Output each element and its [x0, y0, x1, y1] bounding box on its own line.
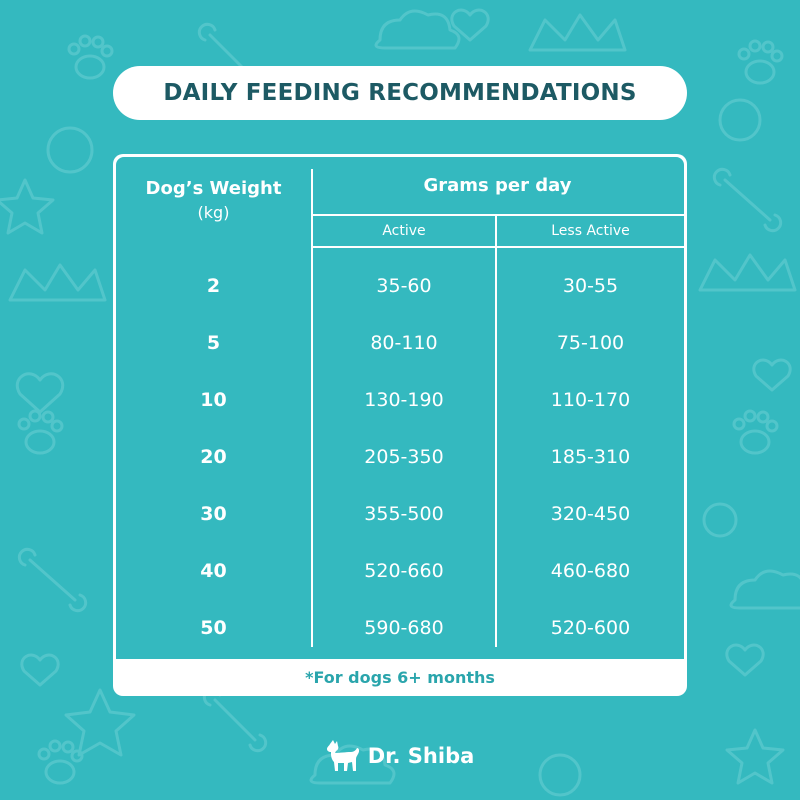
title-banner: DAILY FEEDING RECOMMENDATIONS — [113, 66, 687, 120]
weight-header-label: Dog’s Weight — [145, 178, 282, 199]
table-row: 30 355-500 320-450 — [116, 485, 684, 542]
paw-icon — [37, 739, 84, 785]
less-active-grams-cell: 520-600 — [550, 616, 631, 639]
table-row: 40 520-660 460-680 — [116, 542, 684, 599]
paw-icon — [732, 409, 779, 455]
crown-icon — [698, 253, 797, 292]
table-row: 20 205-350 185-310 — [116, 428, 684, 485]
dog-silhouette-icon — [326, 740, 359, 771]
active-grams-cell: 80-110 — [370, 331, 438, 354]
active-column-header: Active — [382, 223, 426, 239]
active-grams-cell: 520-660 — [364, 559, 444, 582]
weight-cell: 10 — [200, 388, 227, 411]
cloud-icon — [729, 569, 800, 610]
brand-name: Dr. Shiba — [367, 744, 475, 768]
paw-icon — [737, 39, 784, 85]
crown-icon — [528, 13, 627, 52]
bone-icon — [17, 547, 88, 613]
ball-icon — [538, 753, 582, 797]
table-rows: 2 35-60 30-55 5 80-110 75-100 10 130-190… — [116, 257, 684, 656]
less-active-grams-cell: 110-170 — [550, 388, 631, 411]
heart-icon — [16, 372, 64, 414]
star-icon — [0, 178, 55, 235]
active-grams-cell: 355-500 — [364, 502, 444, 525]
page-title: DAILY FEEDING RECOMMENDATIONS — [163, 80, 637, 106]
table-row: 50 590-680 520-600 — [116, 599, 684, 656]
subheader-divider — [311, 214, 684, 216]
star-icon — [725, 728, 785, 785]
header-divider — [311, 246, 684, 248]
active-grams-cell: 205-350 — [364, 445, 444, 468]
heart-icon — [450, 8, 490, 42]
weight-cell: 30 — [200, 502, 227, 525]
less-active-grams-cell: 320-450 — [550, 502, 631, 525]
star-icon — [64, 688, 136, 757]
footnote: *For dogs 6+ months — [305, 668, 495, 687]
brand-logo: Dr. Shiba — [0, 738, 800, 774]
table-body: Dog’s Weight (kg) Grams per day Active L… — [116, 157, 684, 659]
less-active-grams-cell: 460-680 — [550, 559, 631, 582]
bone-icon — [712, 167, 783, 233]
less-active-grams-cell: 75-100 — [556, 331, 625, 354]
ball-icon — [718, 98, 762, 142]
weight-header-unit: (kg) — [197, 203, 230, 222]
paw-icon — [17, 409, 64, 455]
less-active-grams-cell: 30-55 — [562, 274, 619, 297]
crown-icon — [8, 263, 107, 302]
cloud-icon — [374, 9, 461, 50]
less-active-grams-cell: 185-310 — [550, 445, 631, 468]
weight-cell: 2 — [206, 274, 221, 297]
ball-icon — [46, 126, 94, 174]
heart-icon — [725, 643, 765, 677]
column-divider — [311, 169, 313, 647]
weight-header: Dog’s Weight (kg) — [116, 177, 311, 225]
heart-icon — [20, 653, 60, 687]
table-row: 2 35-60 30-55 — [116, 257, 684, 314]
active-grams-cell: 35-60 — [376, 274, 432, 297]
active-grams-cell: 130-190 — [364, 388, 444, 411]
table-row: 10 130-190 110-170 — [116, 371, 684, 428]
less-active-column-header: Less Active — [551, 223, 630, 239]
paw-icon — [67, 34, 114, 80]
active-grams-cell: 590-680 — [364, 616, 444, 639]
heart-icon — [752, 358, 792, 392]
grams-header: Grams per day — [423, 175, 572, 196]
feeding-table: Dog’s Weight (kg) Grams per day Active L… — [113, 154, 687, 696]
weight-cell: 5 — [206, 331, 221, 354]
column-divider — [495, 216, 497, 647]
table-row: 5 80-110 75-100 — [116, 314, 684, 371]
ball-icon — [702, 502, 738, 538]
weight-cell: 50 — [200, 616, 227, 639]
weight-cell: 20 — [200, 445, 227, 468]
weight-cell: 40 — [200, 559, 227, 582]
